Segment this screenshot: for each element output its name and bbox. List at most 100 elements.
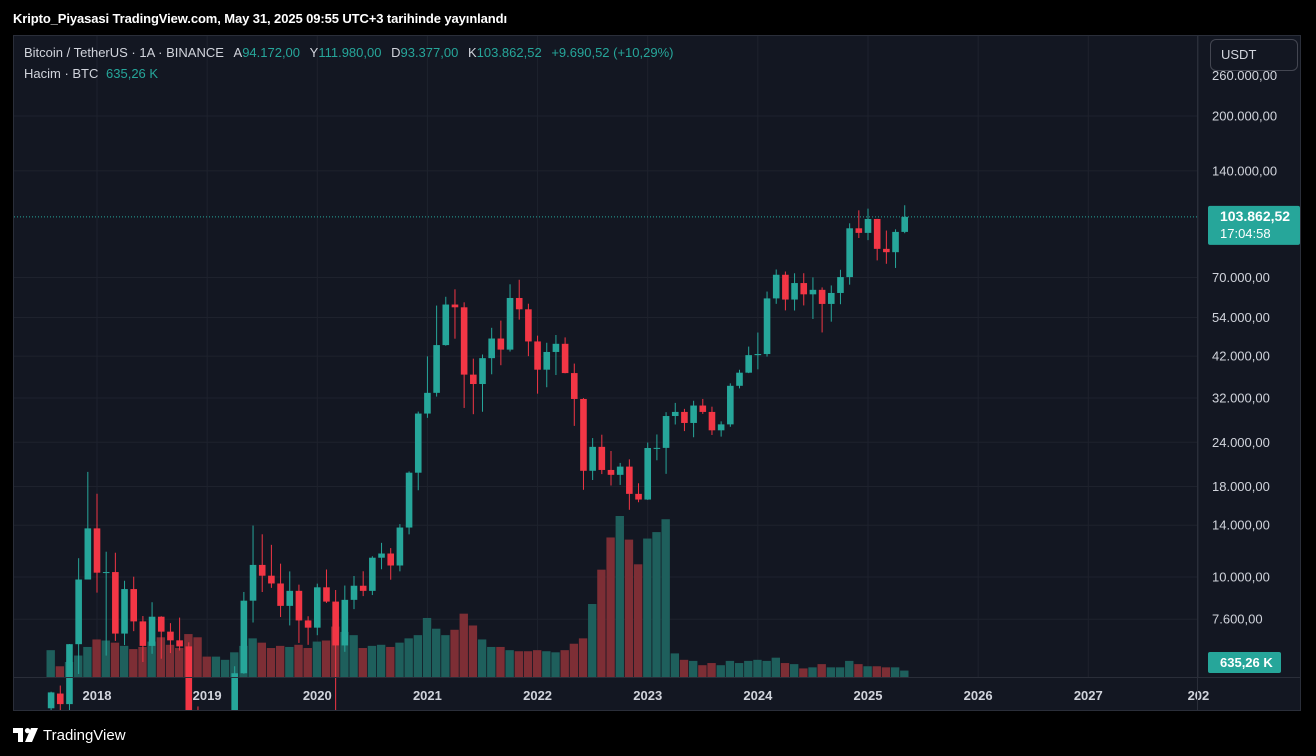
candle-body (479, 358, 486, 385)
candle-body (800, 283, 808, 295)
volume-bar (789, 664, 799, 677)
volume-value: 635,26 K (106, 66, 159, 81)
candle (534, 335, 541, 394)
candle (405, 471, 413, 535)
candle-body (93, 528, 101, 573)
candle-body (470, 374, 477, 385)
candle-body (323, 587, 330, 602)
candle-body (304, 620, 312, 628)
candle-body (892, 231, 899, 253)
candle (414, 411, 422, 491)
volume-bar (826, 667, 836, 677)
volume-bar (780, 663, 790, 677)
volume-bar (193, 637, 202, 677)
volume-bar (569, 643, 579, 677)
candle-body (378, 553, 385, 558)
candle-body (772, 274, 780, 299)
volume-label[interactable]: Hacim · BTC (24, 66, 99, 81)
candle-body (809, 289, 817, 295)
volume-bar (505, 650, 514, 677)
candle (47, 691, 55, 710)
candle (717, 421, 725, 437)
candle-body (515, 297, 523, 310)
candle-body (699, 405, 707, 412)
x-tick-label: 2022 (523, 688, 552, 703)
candle (93, 493, 101, 593)
candle-body (277, 583, 284, 606)
x-tick-label: 2023 (633, 688, 662, 703)
candle (873, 218, 881, 261)
candle (589, 438, 596, 481)
volume-bar (597, 569, 606, 677)
candle-body (662, 416, 670, 448)
volume-bar (257, 642, 267, 677)
volume-bar (817, 664, 826, 677)
candle (626, 459, 633, 510)
candle-body (286, 590, 294, 606)
candle (460, 302, 468, 408)
price-chart[interactable]: 200.000,00 140.000,00 70.000,00 54.000,00 42… (14, 36, 1300, 710)
candle (369, 556, 376, 596)
candle (515, 279, 523, 320)
candle (662, 412, 670, 474)
close-label: K (467, 45, 477, 60)
candle-body (268, 575, 275, 584)
volume-badge (1208, 652, 1281, 673)
candle-body (846, 228, 853, 278)
volume-bar (845, 660, 854, 677)
volume-bar (670, 653, 680, 677)
candle-body (460, 307, 468, 375)
volume-bar (129, 649, 138, 677)
volume-bar (358, 648, 367, 677)
candle (433, 305, 440, 397)
volume-bar (220, 659, 230, 677)
candle-body (66, 644, 73, 705)
candle-body (901, 216, 909, 232)
candle-body (727, 385, 734, 425)
chart-panel[interactable]: 200.000,00 140.000,00 70.000,00 54.000,00 42… (13, 35, 1301, 711)
volume-bar (881, 667, 891, 677)
candle (699, 398, 707, 414)
symbol-title[interactable]: Bitcoin / TetherUS · 1A · BINANCE (24, 45, 224, 60)
candle-body (332, 601, 339, 646)
tradingview-branding[interactable]: TradingView (13, 725, 126, 745)
candle-body (414, 413, 422, 473)
x-tick-label: 2026 (964, 688, 993, 703)
volume-bar (835, 667, 845, 677)
volume-bar (753, 659, 762, 677)
volume-bar (725, 660, 735, 677)
volume-bar (450, 629, 459, 677)
volume-bar (698, 665, 707, 677)
candle-body (249, 564, 257, 601)
volume-bar (119, 645, 129, 677)
candle (570, 363, 578, 426)
candle-body (855, 228, 863, 233)
volume-bar (404, 638, 413, 677)
candle (176, 617, 183, 651)
volume-bar (679, 659, 689, 677)
candle (167, 623, 174, 654)
currency-button[interactable]: USDT (1210, 39, 1298, 71)
y-tick-label: 260.000,00 (1212, 68, 1277, 83)
candle-body (433, 345, 440, 393)
candle (286, 571, 294, 626)
volume-bar (863, 666, 872, 677)
candle (607, 451, 615, 486)
candle (442, 296, 450, 346)
open-value: 94.172,00 (242, 45, 301, 60)
candle-body (561, 343, 569, 374)
candle (561, 337, 569, 374)
candle (855, 210, 863, 239)
candle (791, 273, 798, 311)
candle-body (506, 297, 514, 350)
candle-body (607, 469, 615, 475)
candle-body (671, 411, 679, 417)
candle (396, 524, 404, 572)
y-tick-label: 24.000,00 (1212, 435, 1270, 450)
candle-body (570, 373, 578, 399)
candle (488, 327, 495, 375)
candle (148, 602, 156, 654)
candle (231, 666, 238, 710)
volume-bar (854, 664, 863, 677)
candle (332, 590, 339, 710)
